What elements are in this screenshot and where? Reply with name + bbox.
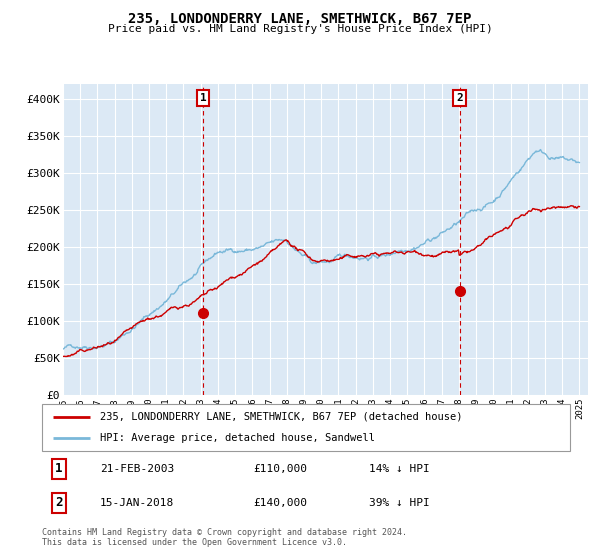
FancyBboxPatch shape (42, 404, 570, 451)
Text: £110,000: £110,000 (253, 464, 307, 474)
Text: 15-JAN-2018: 15-JAN-2018 (100, 498, 175, 507)
Text: 2: 2 (55, 496, 63, 509)
Text: HPI: Average price, detached house, Sandwell: HPI: Average price, detached house, Sand… (100, 433, 375, 444)
Text: 1: 1 (55, 463, 63, 475)
Text: Contains HM Land Registry data © Crown copyright and database right 2024.
This d: Contains HM Land Registry data © Crown c… (42, 528, 407, 547)
Text: 14% ↓ HPI: 14% ↓ HPI (370, 464, 430, 474)
Text: 2: 2 (456, 93, 463, 103)
Text: Price paid vs. HM Land Registry's House Price Index (HPI): Price paid vs. HM Land Registry's House … (107, 24, 493, 34)
Text: 235, LONDONDERRY LANE, SMETHWICK, B67 7EP (detached house): 235, LONDONDERRY LANE, SMETHWICK, B67 7E… (100, 412, 463, 422)
Text: 1: 1 (200, 93, 206, 103)
Text: 21-FEB-2003: 21-FEB-2003 (100, 464, 175, 474)
Text: 235, LONDONDERRY LANE, SMETHWICK, B67 7EP: 235, LONDONDERRY LANE, SMETHWICK, B67 7E… (128, 12, 472, 26)
Text: 39% ↓ HPI: 39% ↓ HPI (370, 498, 430, 507)
Text: £140,000: £140,000 (253, 498, 307, 507)
